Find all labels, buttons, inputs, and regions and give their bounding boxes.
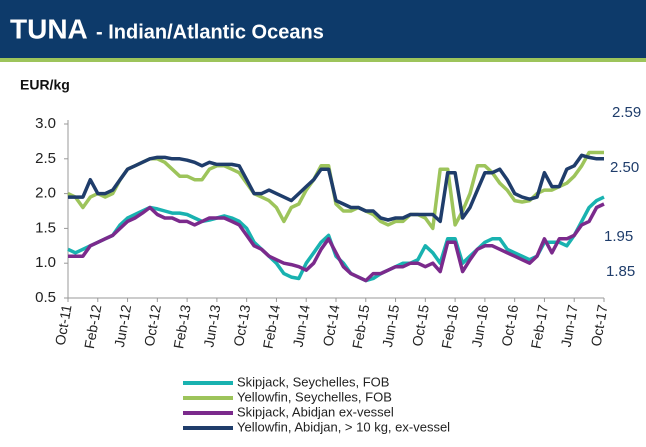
x-tick-label: Oct-14 <box>320 303 343 347</box>
x-tick-label: Oct-11 <box>52 303 75 346</box>
y-tick-label: 2.5 <box>35 150 56 167</box>
x-tick-label: Jun-12 <box>111 303 134 348</box>
end-label: 1.95 <box>604 228 633 245</box>
legend-label: Yellowfin, Seychelles, FOB <box>237 389 392 404</box>
y-tick-label: 0.5 <box>35 289 56 306</box>
end-label: 2.59 <box>612 104 641 121</box>
series-line <box>68 153 604 224</box>
y-tick-label: 2.0 <box>35 185 56 202</box>
y-tick-label: 1.5 <box>35 219 56 236</box>
end-label: 1.85 <box>606 263 635 280</box>
y-tick-label: 1.0 <box>35 254 56 271</box>
x-tick-label: Jun-14 <box>290 303 313 348</box>
x-tick-label: Feb-12 <box>81 303 104 350</box>
header-rule <box>0 58 646 62</box>
chart-title: TUNA <box>10 13 88 44</box>
legend-label: Skipjack, Abidjan ex-vessel <box>237 404 394 419</box>
x-tick-label: Jun-16 <box>468 303 491 348</box>
x-tick-label: Feb-13 <box>170 303 193 350</box>
x-tick-label: Feb-16 <box>438 303 461 350</box>
x-tick-label: Feb-15 <box>349 303 372 350</box>
legend-label: Skipjack, Seychelles, FOB <box>237 374 389 389</box>
y-axis-label: EUR/kg <box>20 77 70 93</box>
series-line <box>67 150 604 231</box>
x-tick-label: Jun-15 <box>379 303 402 348</box>
x-tick-label: Oct-16 <box>498 303 521 347</box>
legend-label: Yellowfin, Abidjan, > 10 kg, ex-vessel <box>237 419 450 434</box>
end-label: 2.50 <box>610 159 639 176</box>
header-bar <box>0 0 646 58</box>
x-tick-label: Feb-17 <box>528 303 551 350</box>
x-tick-label: Oct-17 <box>588 303 611 347</box>
x-tick-label: Jun-17 <box>558 303 581 348</box>
series-line <box>68 202 605 283</box>
x-tick-label: Oct-12 <box>141 303 164 347</box>
chart-subtitle: - Indian/Atlantic Oceans <box>96 21 324 43</box>
x-tick-label: Oct-13 <box>230 303 253 347</box>
x-tick-label: Oct-15 <box>409 303 432 347</box>
y-tick-label: 3.0 <box>35 115 56 132</box>
x-tick-label: Jun-13 <box>200 303 223 348</box>
x-tick-label: Feb-14 <box>260 303 283 350</box>
